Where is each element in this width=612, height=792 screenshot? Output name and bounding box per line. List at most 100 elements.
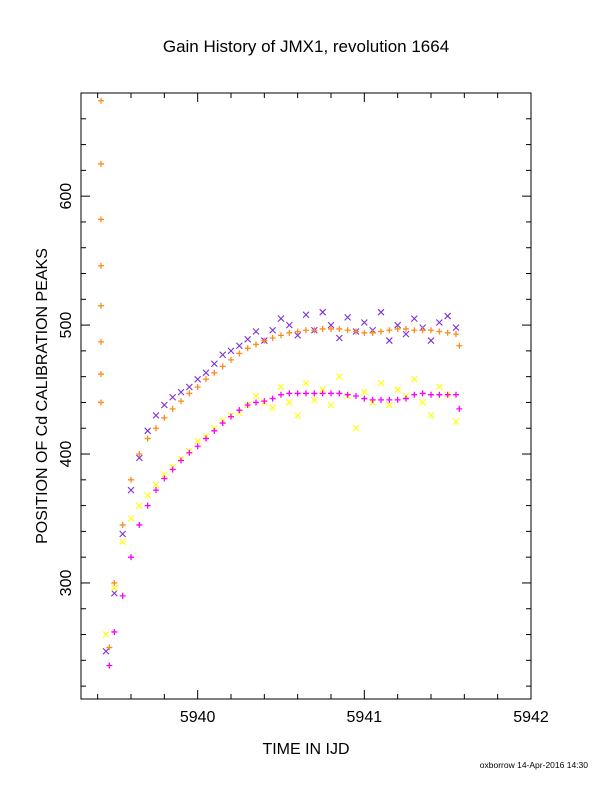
data-point <box>277 383 285 391</box>
data-point <box>261 337 268 344</box>
data-point <box>436 391 443 398</box>
data-point <box>194 437 202 445</box>
data-point <box>144 491 152 499</box>
series-2 <box>98 97 463 651</box>
data-point <box>135 502 143 509</box>
data-point <box>456 342 463 349</box>
data-point <box>419 327 426 334</box>
data-point <box>456 405 463 412</box>
data-point <box>286 390 293 397</box>
data-point <box>385 337 393 344</box>
data-point <box>211 369 218 376</box>
data-point <box>219 363 226 370</box>
data-point <box>403 395 409 402</box>
data-point <box>98 216 104 223</box>
data-point <box>394 325 401 332</box>
data-point <box>385 401 393 409</box>
data-point <box>102 647 110 655</box>
data-point <box>344 391 351 398</box>
footer-stamp: oxborrow 14-Apr-2016 14:30 <box>480 760 588 770</box>
y-tick-label: 500 <box>58 312 75 339</box>
data-point <box>177 388 185 396</box>
data-point <box>402 330 410 338</box>
data-point <box>244 402 251 409</box>
data-point <box>327 401 335 409</box>
data-point <box>336 390 343 397</box>
data-point <box>444 312 452 320</box>
data-marks <box>98 97 463 669</box>
data-point <box>119 521 126 528</box>
data-point <box>106 662 113 669</box>
data-point <box>303 390 309 397</box>
data-point <box>203 376 209 383</box>
data-point <box>152 481 160 489</box>
data-point <box>144 502 151 509</box>
data-point <box>377 379 385 387</box>
data-point <box>127 515 135 522</box>
data-point <box>203 435 209 442</box>
data-point <box>136 521 143 528</box>
data-point <box>253 341 259 348</box>
data-point <box>344 327 351 334</box>
data-point <box>98 160 104 167</box>
data-point <box>98 302 104 309</box>
data-point <box>269 395 276 402</box>
data-point <box>328 390 334 397</box>
data-point <box>244 335 252 343</box>
data-point <box>219 420 226 427</box>
chart-title: Gain History of JMX1, revolution 1664 <box>163 37 449 56</box>
data-point <box>261 398 268 405</box>
data-point <box>394 321 402 329</box>
data-point <box>160 471 168 479</box>
data-point <box>119 592 126 599</box>
series-3 <box>106 390 463 669</box>
data-point <box>152 411 160 419</box>
data-point <box>228 413 234 420</box>
data-point <box>119 530 127 538</box>
data-point <box>327 321 335 329</box>
data-point <box>102 631 110 638</box>
data-point <box>128 476 134 483</box>
data-point <box>227 347 235 355</box>
data-point <box>353 393 359 399</box>
data-point <box>211 427 218 434</box>
data-point <box>169 466 176 473</box>
series-0 <box>102 308 460 655</box>
data-point <box>453 331 459 338</box>
axis-ticks: 5940 5941 5942 300 400 500 600 <box>58 92 549 726</box>
x-tick-label: 5940 <box>180 709 216 726</box>
data-point <box>386 327 393 334</box>
series-1 <box>102 373 460 638</box>
x-axis-label: TIME IN IJD <box>262 741 349 758</box>
data-point <box>319 386 327 393</box>
data-point <box>110 589 118 597</box>
data-point <box>319 390 326 397</box>
data-point <box>336 325 343 332</box>
data-point <box>278 391 284 398</box>
data-point <box>235 342 243 350</box>
data-point <box>244 345 251 352</box>
data-point <box>153 487 159 494</box>
data-point <box>169 405 176 412</box>
data-point <box>277 315 285 323</box>
data-point <box>378 396 384 403</box>
data-point <box>144 435 151 442</box>
data-point <box>361 329 368 336</box>
data-point <box>435 319 443 326</box>
data-point <box>285 399 293 406</box>
data-point <box>394 396 401 403</box>
data-point <box>335 334 343 342</box>
data-point <box>328 325 334 332</box>
data-point <box>128 554 134 561</box>
data-point <box>98 338 104 345</box>
data-point <box>403 325 409 332</box>
data-point <box>344 313 352 321</box>
data-point <box>436 328 443 335</box>
data-point <box>135 454 143 462</box>
data-point <box>228 356 234 363</box>
data-point <box>153 425 159 432</box>
data-point <box>219 351 227 359</box>
data-point <box>335 373 343 381</box>
data-point <box>98 371 104 378</box>
